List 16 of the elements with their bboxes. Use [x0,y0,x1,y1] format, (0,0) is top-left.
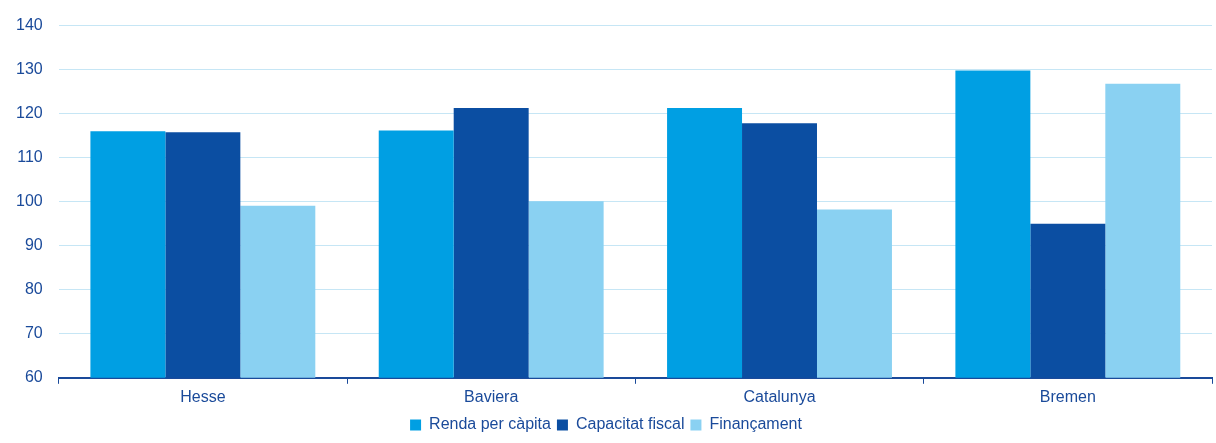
legend-label: Finançament [709,415,803,433]
x-tick-label: Hesse [180,387,226,405]
legend-label: Capacitat fiscal [575,415,685,433]
y-tick-label: 130 [15,60,43,78]
x-tick-label: Catalunya [743,387,816,405]
x-tick-label: Baviera [464,387,519,405]
y-tick-label: 110 [17,148,43,166]
x-tick-label: Bremen [1039,387,1096,405]
legend-label: Renda per càpita [429,415,552,433]
y-tick-label: 140 [15,16,43,34]
y-tick-label: 70 [24,324,43,342]
y-tick-label: 60 [24,368,43,386]
y-tick-label: 120 [15,104,43,122]
y-tick-label: 100 [15,192,43,210]
y-tick-label: 90 [24,236,43,254]
y-tick-label: 80 [24,280,43,298]
